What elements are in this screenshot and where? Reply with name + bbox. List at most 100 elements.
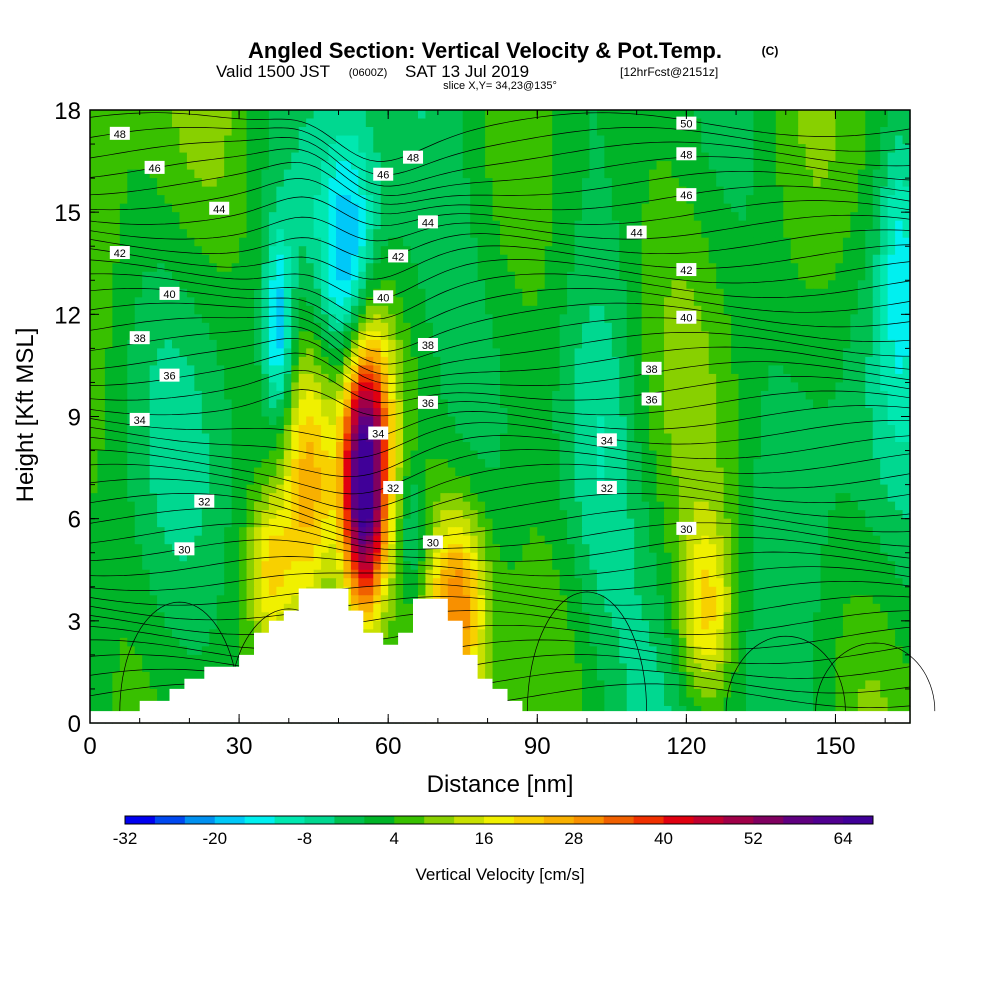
field-cell	[611, 305, 620, 315]
field-cell	[261, 476, 270, 486]
field-cell	[216, 271, 225, 281]
field-cell	[485, 365, 494, 375]
field-cell	[798, 135, 807, 145]
field-cell	[358, 186, 367, 196]
field-cell	[559, 246, 568, 256]
field-cell	[552, 365, 561, 375]
field-cell	[790, 433, 799, 443]
field-cell	[902, 263, 911, 273]
field-cell	[746, 348, 755, 358]
field-cell	[373, 237, 382, 247]
field-cell	[358, 229, 367, 239]
field-cell	[291, 305, 300, 315]
field-cell	[708, 365, 717, 375]
field-cell	[112, 118, 121, 128]
field-cell	[477, 305, 486, 315]
field-cell	[268, 467, 277, 477]
field-cell	[194, 263, 203, 273]
field-cell	[380, 178, 389, 188]
field-cell	[395, 263, 404, 273]
field-cell	[477, 288, 486, 298]
field-cell	[865, 288, 874, 298]
field-cell	[775, 442, 784, 452]
field-cell	[403, 365, 412, 375]
field-cell	[306, 271, 315, 281]
field-cell	[544, 144, 553, 154]
field-cell	[768, 280, 777, 290]
field-cell	[567, 407, 576, 418]
field-cell	[306, 416, 315, 426]
field-cell	[544, 331, 553, 341]
field-cell	[649, 152, 658, 162]
field-cell	[522, 484, 531, 494]
field-cell	[805, 365, 814, 375]
field-cell	[611, 144, 620, 154]
field-cell	[231, 288, 240, 298]
field-cell	[380, 407, 389, 418]
field-cell	[97, 331, 106, 341]
field-cell	[649, 144, 658, 154]
field-cell	[529, 169, 538, 179]
field-cell	[418, 459, 427, 469]
field-cell	[186, 280, 195, 290]
field-cell	[164, 135, 173, 145]
field-cell	[895, 212, 904, 222]
field-cell	[723, 169, 732, 179]
field-cell	[775, 484, 784, 494]
field-cell	[291, 365, 300, 375]
field-cell	[410, 229, 419, 239]
field-cell	[857, 373, 866, 384]
field-cell	[321, 263, 330, 273]
field-cell	[119, 331, 128, 341]
field-cell	[664, 450, 673, 460]
field-cell	[865, 331, 874, 341]
field-cell	[179, 365, 188, 375]
field-cell	[708, 322, 717, 332]
field-cell	[708, 382, 717, 392]
field-cell	[693, 442, 702, 452]
field-cell	[231, 339, 240, 349]
field-cell	[790, 135, 799, 145]
field-cell	[589, 399, 598, 409]
field-cell	[619, 297, 628, 307]
field-cell	[805, 288, 814, 298]
field-cell	[261, 254, 270, 264]
field-cell	[835, 484, 844, 494]
field-cell	[589, 237, 598, 247]
field-cell	[343, 135, 352, 145]
field-cell	[224, 271, 233, 281]
field-cell	[440, 373, 449, 384]
field-cell	[440, 135, 449, 145]
field-cell	[775, 144, 784, 154]
field-cell	[716, 450, 725, 460]
field-cell	[268, 407, 277, 418]
field-cell	[783, 331, 792, 341]
field-cell	[194, 399, 203, 409]
field-cell	[857, 263, 866, 273]
field-cell	[246, 476, 255, 486]
field-cell	[164, 220, 173, 230]
field-cell	[746, 416, 755, 426]
field-cell	[760, 271, 769, 281]
field-cell	[313, 161, 322, 171]
field-cell	[552, 169, 561, 179]
field-cell	[395, 399, 404, 409]
field-cell	[186, 399, 195, 409]
field-cell	[552, 305, 561, 315]
field-cell	[686, 442, 695, 452]
field-cell	[410, 450, 419, 460]
field-cell	[701, 186, 710, 196]
field-cell	[880, 127, 889, 137]
field-cell	[686, 450, 695, 460]
field-cell	[731, 186, 740, 196]
field-cell	[127, 178, 136, 188]
field-cell	[492, 322, 501, 332]
field-cell	[813, 416, 822, 426]
field-cell	[321, 152, 330, 162]
field-cell	[268, 365, 277, 375]
field-cell	[716, 484, 725, 494]
field-cell	[604, 407, 613, 418]
field-cell	[179, 399, 188, 409]
field-cell	[567, 331, 576, 341]
field-cell	[201, 212, 210, 222]
